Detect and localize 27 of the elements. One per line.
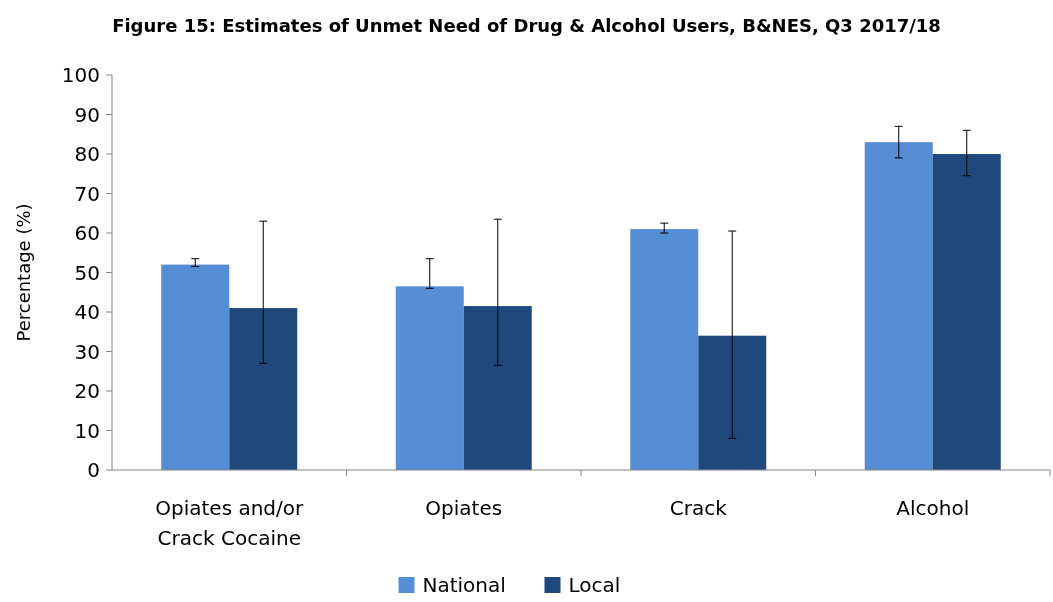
bar [864, 142, 933, 470]
x-tick-label: Opiates and/or Crack Cocaine [155, 496, 305, 550]
bar [463, 306, 532, 470]
y-tick-label: 50 [74, 260, 100, 285]
x-tick-label: Crack [669, 496, 728, 520]
y-axis-title: Percentage (%) [13, 203, 34, 342]
y-tick-label: 30 [74, 339, 100, 364]
y-tick-label: 60 [74, 221, 100, 245]
y-tick-label: 0 [87, 458, 100, 482]
x-tick-label: Opiates [425, 496, 503, 520]
bar [395, 286, 464, 470]
y-tick-label: 70 [74, 181, 100, 206]
bar [698, 335, 767, 470]
y-tick-label: 40 [74, 300, 100, 324]
bar [630, 229, 699, 470]
legend-label: National [422, 573, 506, 597]
bar [932, 154, 1001, 470]
y-tick-label: 90 [74, 102, 100, 127]
bar [161, 264, 230, 470]
y-tick-label: 20 [74, 379, 100, 403]
x-tick-label: Alcohol [896, 496, 970, 520]
y-tick-label: 80 [74, 142, 100, 166]
y-tick-label: 100 [61, 63, 100, 87]
chart-title: Figure 15: Estimates of Unmet Need of Drug & Alcohol Users, B&NES, Q3 2017/18 [112, 15, 941, 36]
legend-label: Local [568, 573, 621, 597]
bar [229, 308, 298, 470]
y-tick-label: 10 [74, 418, 100, 443]
